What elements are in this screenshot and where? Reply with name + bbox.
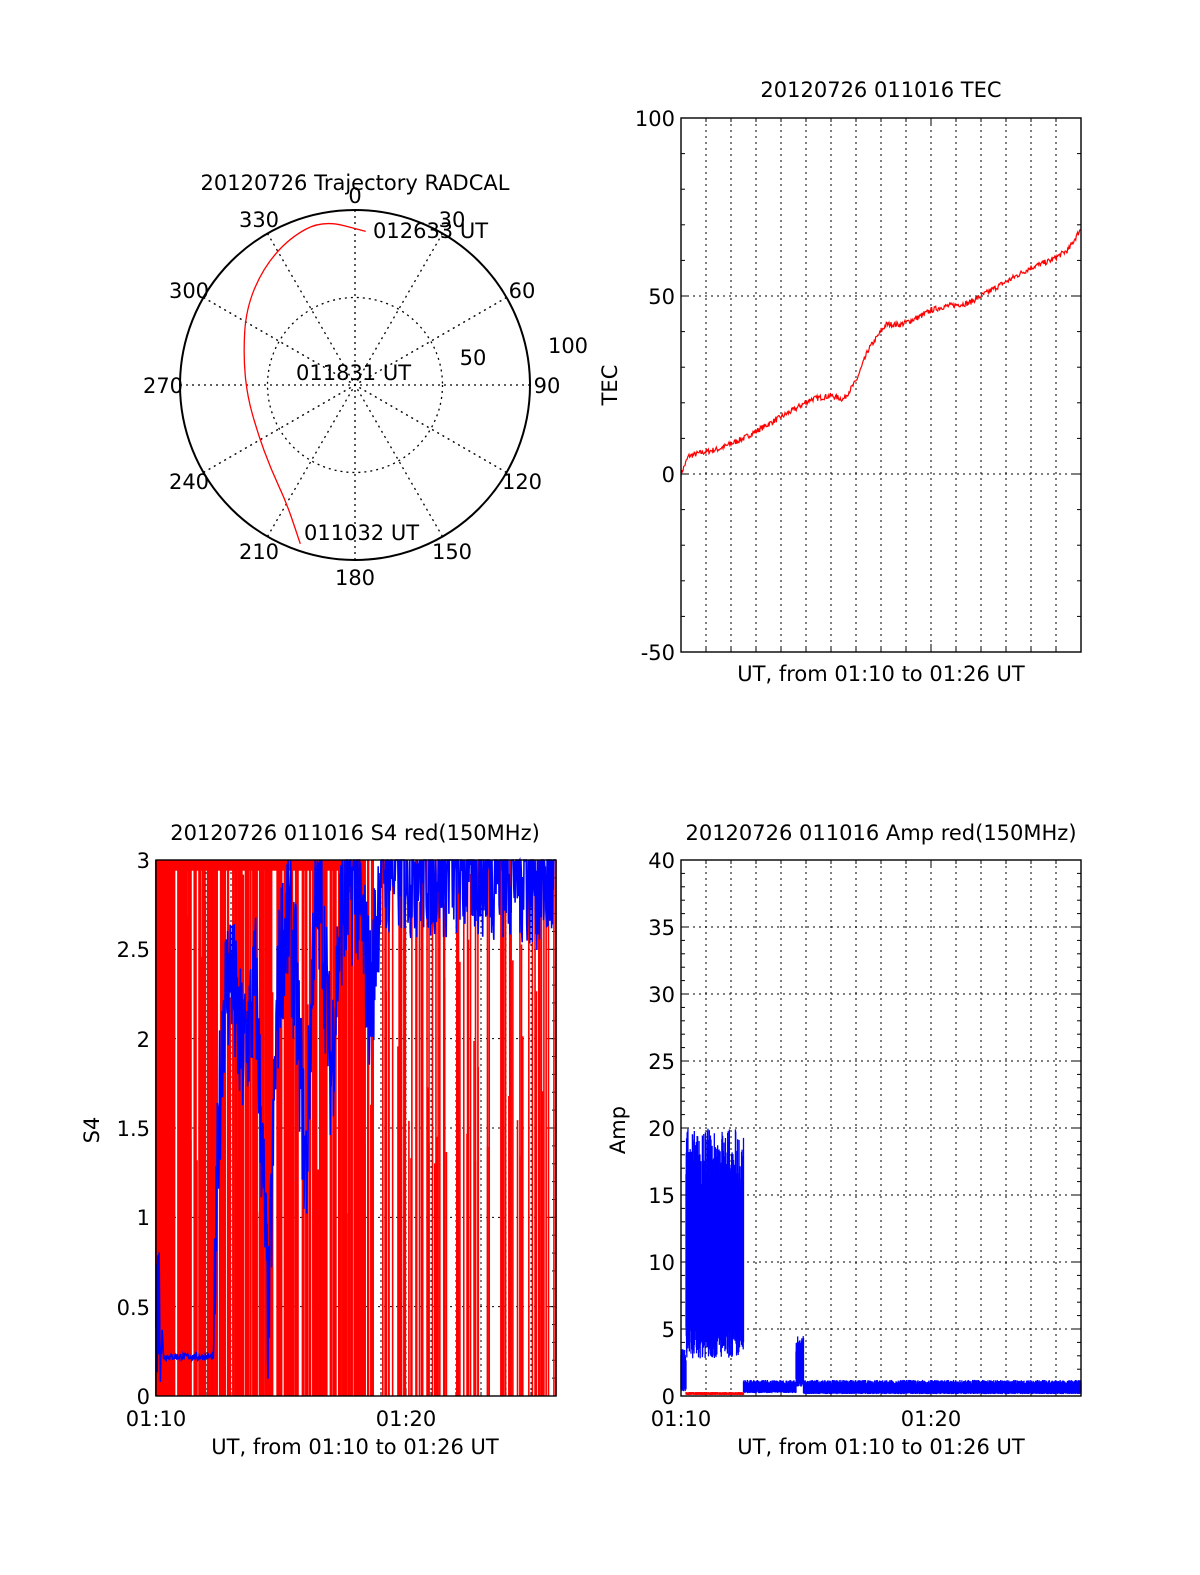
start-time-label: 011032 UT — [304, 521, 419, 545]
tec-ytick-50: 50 — [648, 285, 675, 309]
end-time-label: 012633 UT — [373, 219, 488, 243]
amp-ytick-0: 0 — [662, 1385, 675, 1409]
amp-ytick-20: 20 — [648, 1117, 675, 1141]
s4-xtick-0120: 01:20 — [376, 1407, 437, 1431]
angle-label-150: 150 — [432, 540, 472, 564]
angle-label-180: 180 — [335, 566, 375, 590]
amp-title: 20120726 011016 Amp red(150MHz) — [685, 821, 1076, 845]
s4-blue-series-line — [155, 856, 556, 1382]
tec-minor-ticks — [680, 117, 1082, 653]
trajectory-panel: 20120726 Trajectory RADCAL 0 30 60 90 12… — [143, 171, 588, 590]
tec-ytick-100: 100 — [635, 107, 675, 131]
polar-grid — [180, 210, 530, 560]
angle-label-0: 0 — [348, 184, 361, 208]
s4-ytick-2-5: 2.5 — [117, 938, 150, 962]
s4-red-top-band — [159, 860, 364, 871]
angle-label-330: 330 — [239, 208, 279, 232]
angle-label-120: 120 — [502, 470, 542, 494]
tec-frame — [680, 117, 1082, 653]
angle-label-210: 210 — [239, 540, 279, 564]
s4-ytick-0: 0 — [137, 1385, 150, 1409]
s4-xtick-0110: 01:10 — [126, 1407, 187, 1431]
angle-label-60: 60 — [509, 279, 536, 303]
angle-label-270: 270 — [143, 374, 183, 398]
amp-grid — [681, 860, 1081, 1396]
s4-ylabel: S4 — [80, 1117, 104, 1144]
tec-title: 20120726 011016 TEC — [760, 78, 1001, 102]
amp-ytick-30: 30 — [648, 983, 675, 1007]
s4-panel: 20120726 011016 S4 red(150MHz) 3 2.5 2 1… — [80, 821, 557, 1459]
amp-frame — [680, 859, 1082, 1397]
s4-frame — [155, 859, 557, 1397]
polar-ring-50 — [266, 296, 444, 474]
s4-ytick-3: 3 — [137, 849, 150, 873]
angle-label-90: 90 — [534, 374, 561, 398]
tec-ytick-0: 0 — [662, 463, 675, 487]
amp-red-series — [685, 1391, 745, 1396]
trajectory-title: 20120726 Trajectory RADCAL — [201, 171, 510, 195]
amp-ytick-10: 10 — [648, 1251, 675, 1275]
s4-ytick-2: 2 — [137, 1028, 150, 1052]
amp-blue-series — [680, 1128, 1082, 1395]
tec-ytick-minus50: -50 — [641, 641, 675, 665]
amp-ytick-40: 40 — [648, 849, 675, 873]
tec-series-line — [680, 228, 1082, 477]
tec-ylabel: TEC — [598, 365, 622, 407]
polar-spoke-150 — [266, 233, 444, 537]
tec-grid — [681, 118, 1081, 652]
amp-xtick-0120: 01:20 — [901, 1407, 962, 1431]
radial-label-100: 100 — [548, 334, 588, 358]
angle-label-240: 240 — [169, 470, 209, 494]
angle-label-300: 300 — [169, 279, 209, 303]
s4-ytick-0-5: 0.5 — [117, 1296, 150, 1320]
tec-xlabel: UT, from 01:10 to 01:26 UT — [737, 662, 1025, 686]
tec-panel: 20120726 011016 TEC 100 50 0 -50 UT, fro… — [598, 78, 1082, 686]
polar-frame — [179, 209, 531, 561]
s4-ytick-1: 1 — [137, 1206, 150, 1230]
amp-ytick-5: 5 — [662, 1318, 675, 1342]
mid-time-label: 011831 UT — [296, 361, 411, 385]
s4-title: 20120726 011016 S4 red(150MHz) — [170, 821, 540, 845]
amp-ytick-25: 25 — [648, 1050, 675, 1074]
angle-label-30: 30 — [439, 208, 466, 232]
trajectory-track — [243, 222, 366, 545]
s4-xlabel: UT, from 01:10 to 01:26 UT — [211, 1435, 499, 1459]
s4-ytick-1-5: 1.5 — [117, 1117, 150, 1141]
amp-ytick-35: 35 — [648, 916, 675, 940]
amp-panel: 20120726 011016 Amp red(150MHz) 40 35 30… — [606, 821, 1082, 1459]
amp-ytick-15: 15 — [648, 1184, 675, 1208]
radial-label-50: 50 — [460, 346, 487, 370]
amp-xtick-0110: 01:10 — [651, 1407, 712, 1431]
amp-ylabel: Amp — [606, 1106, 630, 1154]
amp-xlabel: UT, from 01:10 to 01:26 UT — [737, 1435, 1025, 1459]
